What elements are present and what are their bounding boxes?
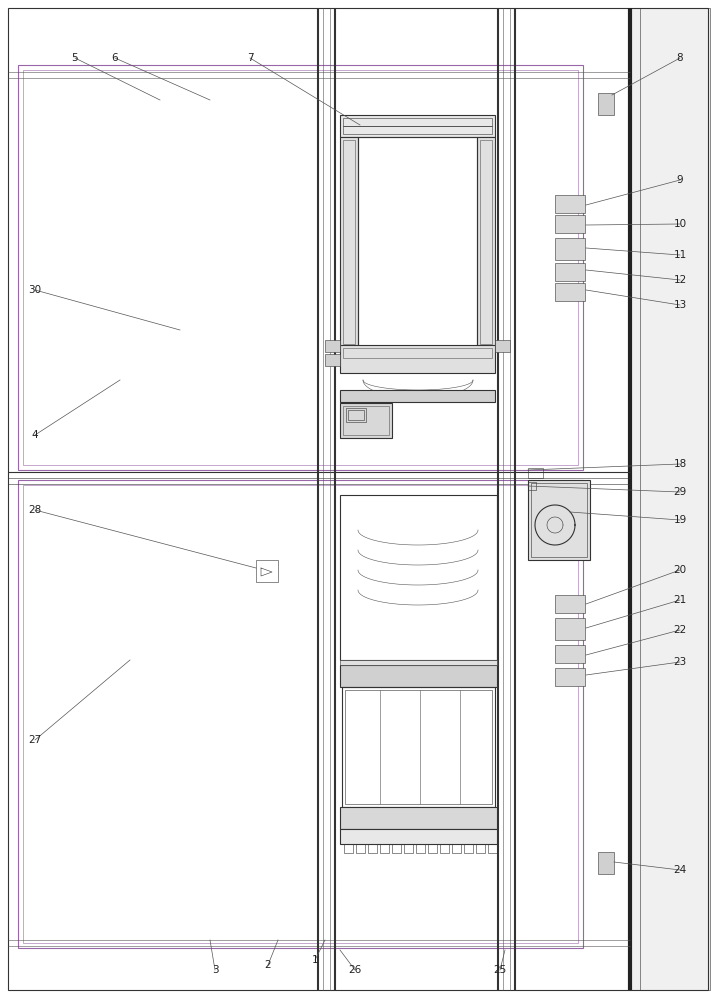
Bar bbox=[555, 195, 585, 213]
Bar bbox=[598, 852, 614, 874]
Bar bbox=[18, 65, 583, 470]
Bar bbox=[528, 482, 536, 490]
Bar bbox=[555, 283, 585, 301]
Bar bbox=[428, 844, 437, 853]
Text: 29: 29 bbox=[673, 487, 686, 497]
Bar bbox=[528, 480, 590, 560]
Bar bbox=[555, 263, 585, 281]
Bar bbox=[358, 137, 477, 347]
Bar bbox=[345, 690, 492, 804]
Bar bbox=[346, 408, 366, 422]
Bar bbox=[630, 8, 710, 990]
Bar bbox=[392, 844, 401, 853]
Bar bbox=[23, 70, 578, 465]
Bar bbox=[555, 238, 585, 260]
Text: 27: 27 bbox=[29, 735, 42, 745]
Text: 11: 11 bbox=[673, 250, 686, 260]
Bar bbox=[528, 468, 543, 478]
Bar bbox=[325, 340, 340, 352]
Bar bbox=[343, 348, 492, 358]
Bar bbox=[452, 844, 461, 853]
Text: 10: 10 bbox=[673, 219, 686, 229]
Bar bbox=[348, 410, 364, 420]
Bar bbox=[340, 495, 497, 660]
Text: 12: 12 bbox=[673, 275, 686, 285]
Bar bbox=[344, 844, 353, 853]
Text: 22: 22 bbox=[673, 625, 686, 635]
Bar bbox=[598, 93, 614, 115]
Bar bbox=[340, 829, 497, 844]
Text: 28: 28 bbox=[29, 505, 42, 515]
Bar bbox=[340, 665, 497, 687]
Bar bbox=[340, 403, 392, 438]
Bar bbox=[18, 480, 583, 948]
Bar bbox=[476, 844, 485, 853]
Text: 13: 13 bbox=[673, 300, 686, 310]
Bar bbox=[555, 215, 585, 233]
Bar bbox=[340, 345, 495, 373]
Bar bbox=[340, 137, 358, 347]
Text: 2: 2 bbox=[265, 960, 271, 970]
Text: 24: 24 bbox=[673, 865, 686, 875]
Bar bbox=[380, 844, 389, 853]
Bar bbox=[480, 140, 492, 344]
Text: 4: 4 bbox=[32, 430, 38, 440]
Text: 30: 30 bbox=[29, 285, 42, 295]
Bar bbox=[531, 483, 587, 557]
Text: 8: 8 bbox=[676, 53, 684, 63]
Bar bbox=[340, 807, 497, 829]
Text: 21: 21 bbox=[673, 595, 686, 605]
Bar bbox=[555, 595, 585, 613]
Bar bbox=[256, 560, 278, 582]
Bar bbox=[488, 844, 497, 853]
Text: 9: 9 bbox=[676, 175, 684, 185]
Bar bbox=[464, 844, 473, 853]
Bar bbox=[343, 118, 492, 126]
Text: 7: 7 bbox=[247, 53, 253, 63]
Text: 3: 3 bbox=[212, 965, 218, 975]
Bar bbox=[416, 844, 425, 853]
Text: 23: 23 bbox=[673, 657, 686, 667]
Bar bbox=[23, 485, 578, 943]
Text: 6: 6 bbox=[112, 53, 118, 63]
Text: 26: 26 bbox=[348, 965, 362, 975]
Bar bbox=[342, 687, 495, 807]
Bar bbox=[440, 844, 449, 853]
Text: 5: 5 bbox=[72, 53, 78, 63]
Bar bbox=[555, 668, 585, 686]
Bar bbox=[356, 844, 365, 853]
Bar bbox=[555, 618, 585, 640]
Bar bbox=[340, 660, 497, 665]
Text: 1: 1 bbox=[312, 955, 318, 965]
Bar bbox=[325, 354, 340, 366]
Bar bbox=[477, 137, 495, 347]
Text: 19: 19 bbox=[673, 515, 686, 525]
Bar bbox=[495, 340, 510, 352]
Bar bbox=[343, 406, 389, 435]
Bar bbox=[343, 140, 355, 344]
Bar bbox=[368, 844, 377, 853]
Bar bbox=[555, 645, 585, 663]
Text: 20: 20 bbox=[673, 565, 686, 575]
Bar bbox=[340, 115, 495, 137]
Text: 18: 18 bbox=[673, 459, 686, 469]
Bar bbox=[343, 126, 492, 134]
Bar bbox=[340, 390, 495, 402]
Text: 25: 25 bbox=[493, 965, 507, 975]
Bar bbox=[404, 844, 413, 853]
